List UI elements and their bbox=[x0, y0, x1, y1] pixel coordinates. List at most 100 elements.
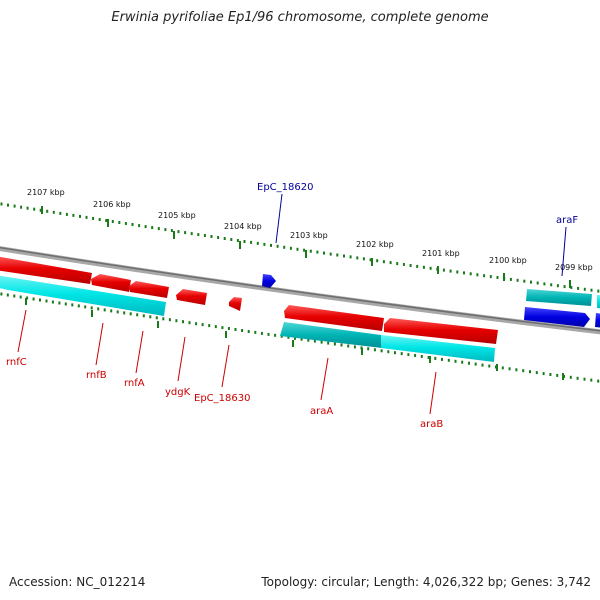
leader-araB bbox=[429, 371, 437, 415]
ruler-outer-dot bbox=[303, 248, 306, 252]
ruler-inner-dot bbox=[142, 314, 145, 318]
ruler-inner-dot bbox=[294, 336, 296, 340]
ruler-outer-dot bbox=[376, 259, 379, 263]
ruler-outer-dot bbox=[138, 224, 141, 228]
ruler-outer-dot bbox=[409, 264, 412, 267]
ruler-outer-dot bbox=[164, 228, 167, 232]
kbp-label: 2099 kbp bbox=[555, 263, 593, 272]
ruler-inner-dot bbox=[90, 306, 93, 310]
leader-rnfB bbox=[95, 322, 104, 366]
ruler-outer-dot bbox=[509, 277, 512, 281]
ruler-inner-dot bbox=[110, 309, 113, 313]
ruler-outer-dot bbox=[223, 237, 226, 240]
ruler-outer-dot bbox=[151, 226, 154, 230]
ruler-inner-dot bbox=[188, 321, 191, 325]
ruler-inner-dot bbox=[201, 323, 204, 327]
ruler-inner-dot bbox=[260, 331, 263, 335]
ruler-outer-dot bbox=[217, 236, 220, 239]
ruler-outer-dot bbox=[362, 257, 365, 261]
ruler-inner-dot bbox=[387, 350, 390, 354]
ruler-inner-dot bbox=[481, 363, 484, 367]
gene-araG-feature bbox=[524, 307, 590, 327]
gene-label-araA: araA bbox=[310, 406, 333, 417]
ruler-outer-dot bbox=[382, 260, 385, 264]
ruler-outer-dot bbox=[516, 278, 519, 282]
ruler-inner-dot bbox=[129, 312, 132, 316]
ruler-inner-dot bbox=[569, 375, 572, 379]
kbp-label: 2107 kbp bbox=[27, 188, 65, 197]
ruler-inner-dot bbox=[13, 294, 16, 298]
ruler-inner-dot bbox=[6, 293, 9, 297]
gene-rev-edge-cyan bbox=[597, 295, 600, 309]
ruler-outer-dot bbox=[316, 250, 319, 254]
ruler-outer-dot bbox=[243, 240, 246, 243]
ruler-inner-dot bbox=[394, 351, 396, 355]
ruler-inner-dot bbox=[367, 347, 370, 351]
ruler-inner-dot bbox=[373, 348, 376, 352]
ruler-outer-dot bbox=[530, 280, 532, 284]
ruler-inner-dot bbox=[234, 328, 237, 331]
ruler-outer-dot bbox=[570, 286, 573, 289]
ruler-inner-dot bbox=[427, 356, 430, 359]
ruler-inner-dot bbox=[175, 319, 178, 323]
ruler-inner-dot bbox=[168, 318, 171, 322]
ruler-outer-dot bbox=[92, 217, 95, 220]
ruler-inner-dot bbox=[19, 295, 22, 299]
gene-rev-cyan-1 bbox=[0, 275, 166, 316]
ruler-outer-dot bbox=[422, 265, 425, 269]
ruler-inner-dot bbox=[195, 322, 198, 326]
ruler-outer-dot bbox=[170, 229, 173, 233]
ruler-outer-dot bbox=[131, 223, 134, 226]
ruler-outer-dot bbox=[124, 222, 127, 225]
ruler-inner-dot bbox=[380, 349, 383, 353]
ruler-outer-dot bbox=[323, 251, 325, 255]
ruler-outer-dot bbox=[20, 205, 23, 209]
ruler-inner-dot bbox=[454, 359, 457, 363]
ruler-outer-dot bbox=[144, 225, 147, 229]
ruler-outer-dot bbox=[33, 207, 36, 211]
forward-strand-genes bbox=[0, 256, 600, 344]
kbp-label: 2101 kbp bbox=[422, 249, 460, 258]
ruler-inner-dot bbox=[149, 315, 152, 319]
ruler-outer-dot bbox=[105, 219, 108, 222]
ruler-outer-dot bbox=[157, 227, 160, 231]
ruler-outer-dot bbox=[550, 283, 553, 287]
gene-araA-feature bbox=[284, 305, 384, 331]
ruler-outer-dot bbox=[210, 235, 213, 238]
ruler-inner-dot bbox=[407, 353, 410, 357]
ruler-outer-dot bbox=[7, 203, 9, 207]
ruler-outer-dot bbox=[0, 202, 3, 206]
gene-EpC_18630-feature bbox=[229, 297, 242, 311]
ruler-outer-dot bbox=[416, 264, 419, 268]
gene-ydgK-feature bbox=[176, 289, 207, 305]
ruler-outer-dot bbox=[556, 284, 559, 288]
ruler-inner-dots bbox=[0, 292, 600, 383]
ruler-outer-dot bbox=[270, 243, 272, 247]
ruler-inner-dot bbox=[515, 368, 518, 372]
ruler-outer-dot bbox=[442, 268, 445, 272]
kbp-label: 2103 kbp bbox=[290, 231, 328, 240]
ruler-outer-dot bbox=[590, 288, 593, 292]
ruler-outer-dot bbox=[72, 213, 75, 217]
gene-labels: EpC_18620 araF rnfC rnfB rnfA ydgK EpC_1… bbox=[6, 182, 578, 430]
ruler-outer-dot bbox=[389, 261, 392, 265]
ruler-ticks: 2107 kbp 2106 kbp 2105 kbp 2104 kbp 2103… bbox=[25, 188, 593, 380]
ruler-outer-dot bbox=[98, 218, 101, 221]
chromosome-backbone bbox=[0, 246, 600, 335]
ruler-outer-dot bbox=[597, 289, 600, 293]
ruler-inner-dot bbox=[353, 345, 356, 349]
ruler-outer-dot bbox=[65, 212, 68, 216]
ruler-inner-dot bbox=[58, 301, 61, 305]
kbp-label: 2100 kbp bbox=[489, 256, 527, 265]
ruler-inner-dot bbox=[123, 311, 126, 315]
ruler-outer-dot bbox=[563, 285, 566, 289]
ruler-inner-dot bbox=[0, 292, 3, 296]
ruler-outer-dot bbox=[203, 234, 206, 237]
ruler-outer-dot bbox=[429, 266, 432, 270]
gene-EpC_18620-feature bbox=[262, 274, 276, 288]
ruler-inner-dot bbox=[274, 333, 277, 337]
ruler-outer-dot bbox=[184, 231, 187, 235]
ruler-outer-dot bbox=[489, 275, 492, 279]
ruler-inner-dot bbox=[508, 367, 511, 371]
